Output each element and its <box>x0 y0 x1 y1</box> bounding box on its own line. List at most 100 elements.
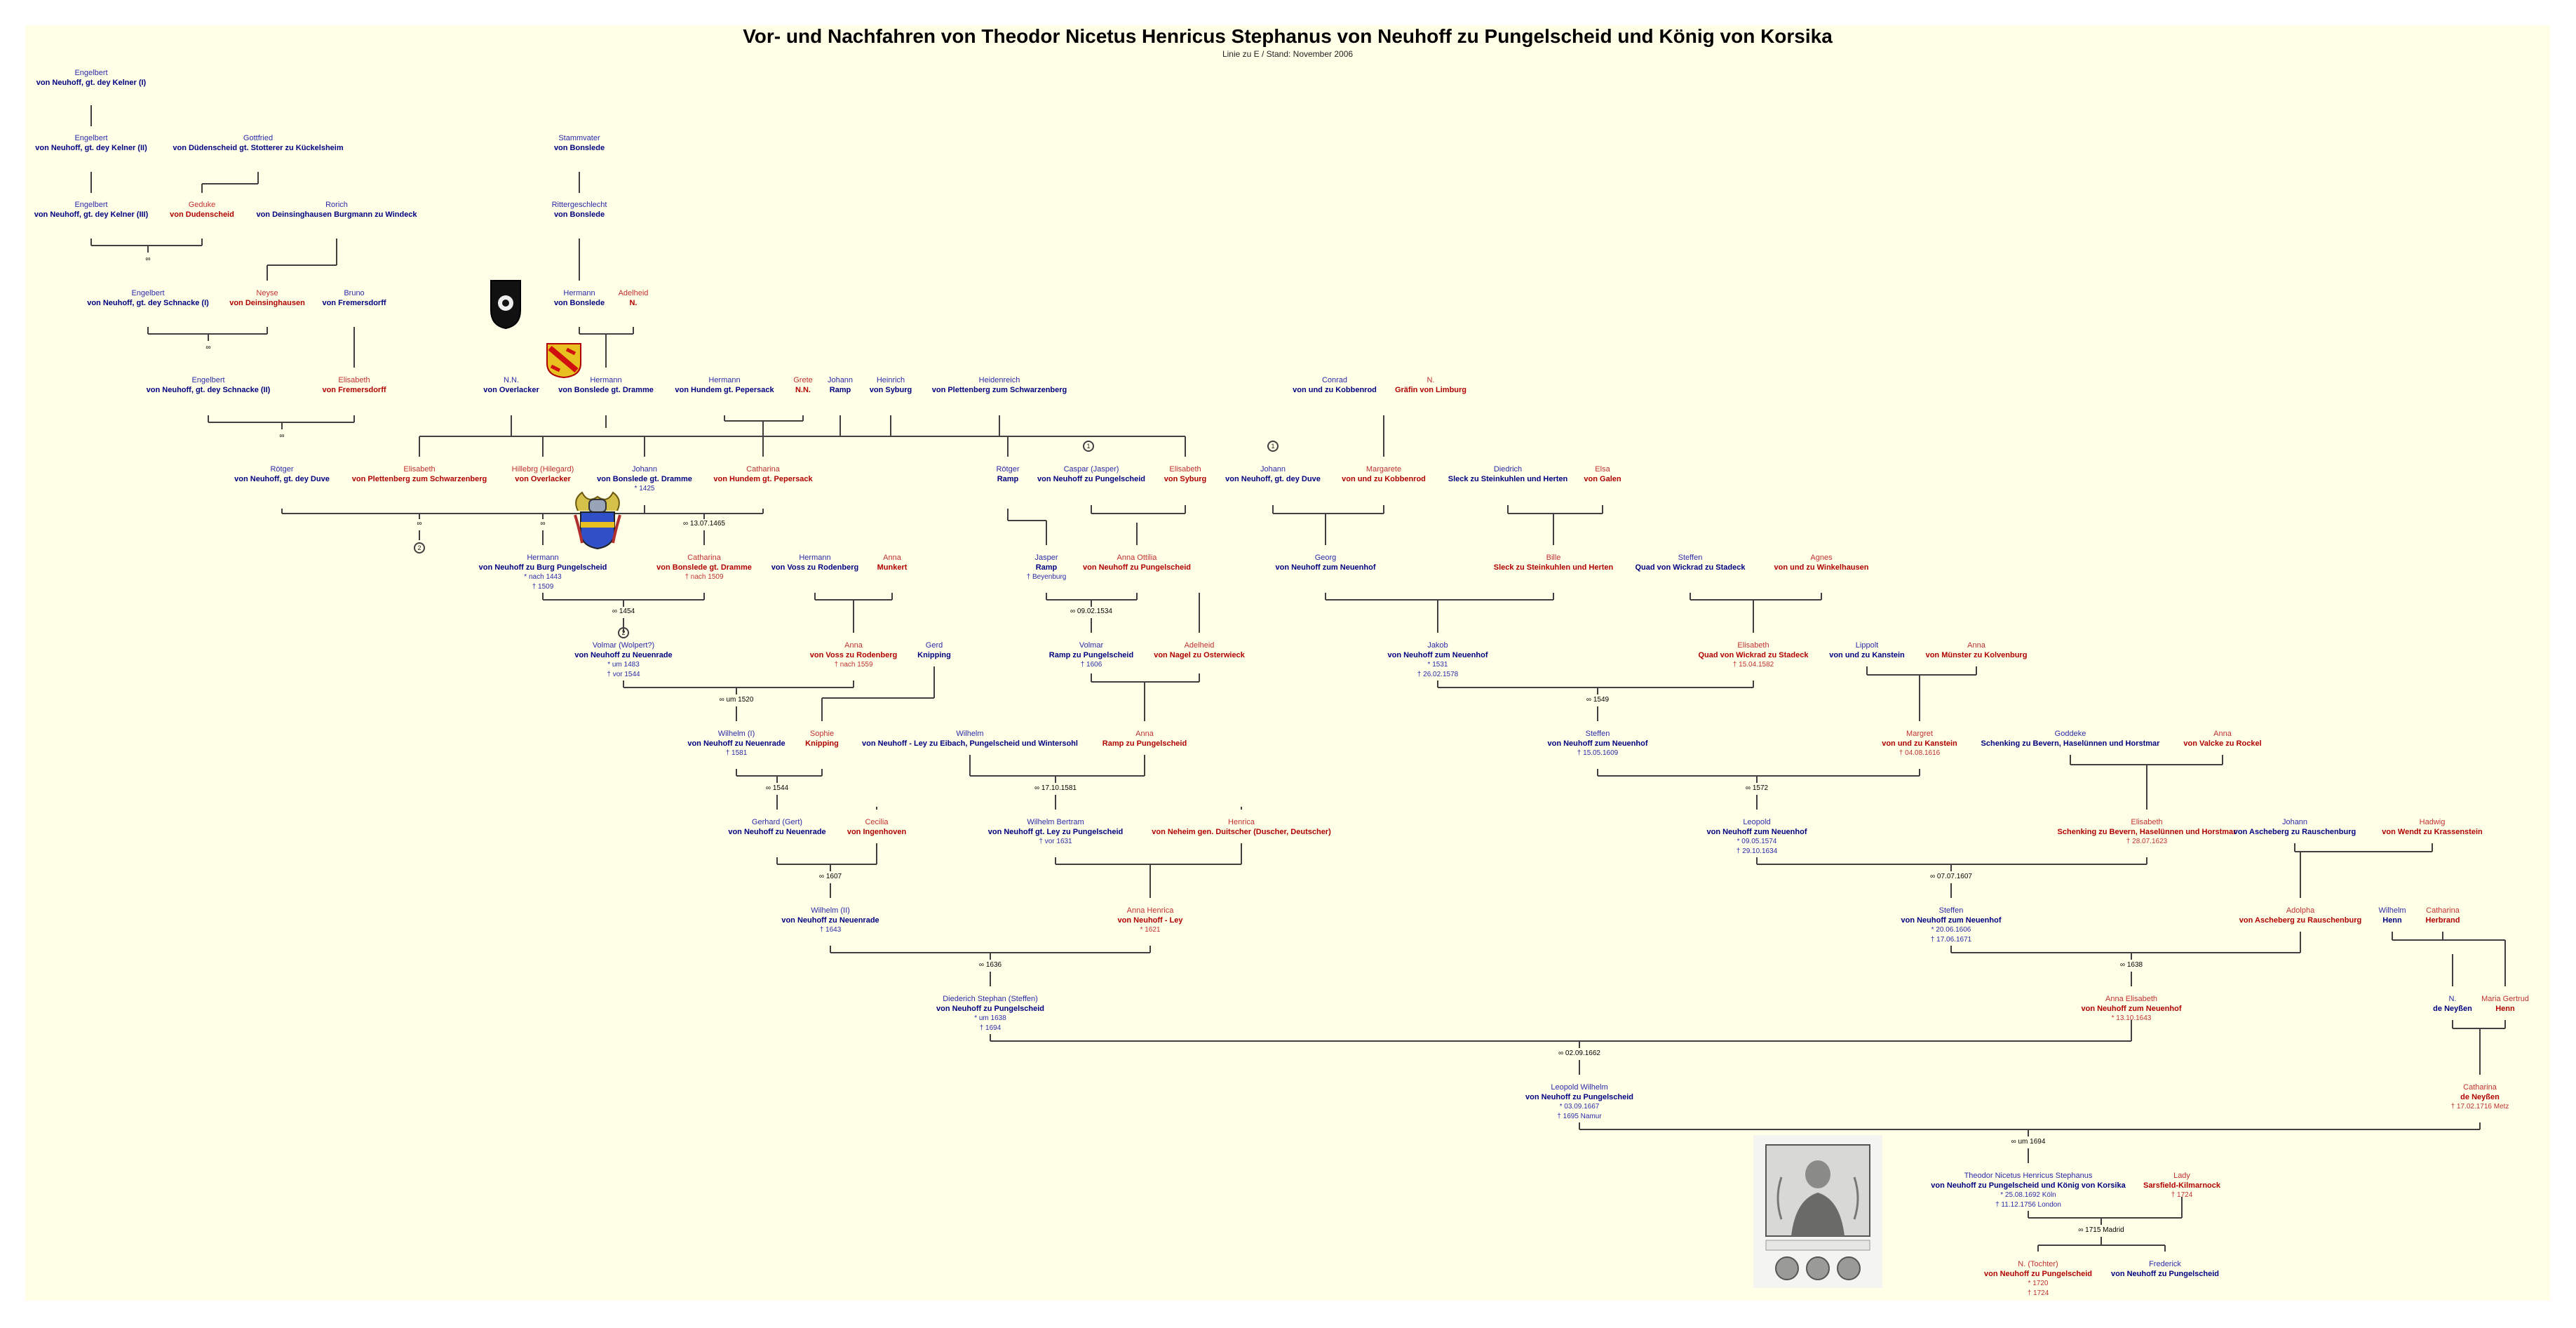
person-given-name: Anna <box>1135 730 1154 738</box>
person-node: Gottfried von Düdenscheid gt. Stotterer z… <box>173 133 343 153</box>
person-life-event: † 29.10.1634 <box>1736 847 1778 855</box>
person-life-event: * 1425 <box>634 485 655 492</box>
person-life-event: * 09.05.1574 <box>1737 838 1777 845</box>
person-given-name: Gottfried <box>243 134 274 142</box>
person-family-name: von und zu Kobbenrod <box>1342 475 1426 483</box>
person-family-name: von Plettenberg zum Schwarzenberg <box>351 475 487 483</box>
reference-marker-label: 1 <box>1086 443 1090 450</box>
person-given-name: Wilhelm (I) <box>717 730 755 738</box>
person-given-name: Steffen <box>1678 554 1703 562</box>
person-family-name: von Düdenscheid gt. Stotterer zu Kückels… <box>173 144 344 152</box>
person-given-name: Johann <box>827 376 854 384</box>
person-node: Goddeke Schenking zu Bevern, Haselünnen u… <box>1981 729 2160 749</box>
person-family-name: von Neuhoff zu Pungelscheid <box>2110 1270 2220 1278</box>
person-family-name: von Neuhoff, gt. dey Kelner (I) <box>36 79 147 87</box>
person-node: Wilhelm Bertram von Neuhoff gt. Ley zu Pu… <box>988 817 1124 847</box>
person-family-name: von Fremersdorff <box>322 386 386 394</box>
person-family-name: von Neuhoff, gt. dey Kelner (II) <box>35 144 147 152</box>
person-life-event: † 1643 <box>819 926 842 934</box>
person-given-name: Adelheid <box>618 289 649 297</box>
marriage-label: ∞ um 1520 <box>717 696 755 704</box>
person-family-name: de Neyßen <box>2433 1005 2472 1013</box>
person-node: Agnes von und zu Winkelhausen <box>1774 553 1869 572</box>
person-family-name: von Neuhoff - Ley <box>1117 916 1183 925</box>
person-family-name: von Hundem gt. Pepersack <box>675 386 774 394</box>
person-family-name: von Deinsinghausen <box>229 299 305 307</box>
person-life-event: * 1621 <box>1140 926 1161 934</box>
person-node: Johann von Bonslede gt. Dramme * 1425 <box>597 464 692 494</box>
marriage-label: ∞ <box>278 432 286 440</box>
person-given-name: Neyse <box>256 289 278 297</box>
person-given-name: Sophie <box>809 730 835 738</box>
person-node: Hermann von Voss zu Rodenberg <box>771 553 858 572</box>
person-node: N.N. von Overlacker <box>483 375 539 395</box>
marriage-label: ∞ <box>415 520 424 528</box>
person-family-name: von Bonslede <box>553 144 605 152</box>
person-family-name: von Valcke zu Rockel <box>2183 739 2262 748</box>
person-family-name: von und zu Winkelhausen <box>1774 563 1869 572</box>
person-given-name: Catharina <box>2463 1083 2497 1092</box>
person-node: Jasper Ramp † Beyenburg <box>1027 553 1067 582</box>
person-node: Henrica von Neheim gen. Duitscher (Dusche… <box>1152 817 1331 837</box>
person-node: Catharina von Hundem gt. Pepersack <box>713 464 812 484</box>
person-node: Anna von Valcke zu Rockel <box>2183 729 2261 749</box>
person-family-name: von Neuhoff zu Burg Pungelscheid <box>478 563 607 572</box>
person-given-name: Henrica <box>1228 818 1255 826</box>
person-life-event: † 15.05.1609 <box>1577 749 1619 757</box>
person-given-name: Agnes <box>1810 554 1833 562</box>
person-node: Wilhelm (I) von Neuhoff zu Neuenrade † 158… <box>687 729 785 758</box>
person-node: Jakob von Neuhoff zum Neuenhof * 1531 † 26.… <box>1388 640 1488 680</box>
person-family-name: Knipping <box>917 651 951 659</box>
marriage-label: ∞ 09.02.1534 <box>1069 608 1114 615</box>
person-given-name: Bille <box>1546 554 1561 562</box>
person-node: Anna Ottilia von Neuhoff zu Pungelscheid <box>1083 553 1191 572</box>
person-given-name: Anna <box>844 641 863 650</box>
person-given-name: Lady <box>2173 1172 2190 1180</box>
person-given-name: Steffen <box>1585 730 1610 738</box>
person-node: Frederick von Neuhoff zu Pungelscheid <box>2111 1259 2219 1279</box>
person-given-name: Adelheid <box>1184 641 1215 650</box>
person-given-name: Hermann <box>590 376 622 384</box>
person-given-name: Bruno <box>344 289 365 297</box>
person-node: Lippolt von und zu Kanstein <box>1829 640 1905 660</box>
person-given-name: N. (Tochter) <box>2018 1260 2058 1268</box>
marriage-label: ∞ <box>539 520 547 528</box>
person-family-name: von und zu Kobbenrod <box>1293 386 1377 394</box>
person-family-name: Quad von Wickrad zu Stadeck <box>1635 563 1746 572</box>
person-node: Heinrich von Syburg <box>870 375 912 395</box>
person-given-name: Adolpha <box>2286 906 2315 915</box>
marriage-label: ∞ 1607 <box>817 873 844 880</box>
person-given-name: Johann <box>1260 465 1286 474</box>
person-life-event: * 03.09.1667 <box>1559 1103 1600 1111</box>
person-given-name: Catharina <box>687 554 721 562</box>
person-given-name: Anna Ottilia <box>1117 554 1157 562</box>
person-family-name: von Overlacker <box>483 386 539 394</box>
person-node: Adelheid von Nagel zu Osterwieck <box>1154 640 1245 660</box>
person-node: Theodor Nicetus Henricus Stephanus von Ne… <box>1931 1171 2125 1210</box>
person-given-name: Engelbert <box>74 201 108 209</box>
person-node: Rötger Ramp <box>996 464 1019 484</box>
person-given-name: Anna Henrica <box>1126 906 1174 915</box>
person-node: Elisabeth von Fremersdorff <box>322 375 386 395</box>
person-given-name: Hermann <box>527 554 559 562</box>
person-given-name: Wilhelm (II) <box>811 906 850 915</box>
person-life-event: † 1606 <box>1080 661 1102 669</box>
person-family-name: Gräfin von Limburg <box>1394 386 1467 394</box>
person-node: Rittergeschlecht von Bonslede <box>552 200 607 220</box>
person-node: Leopold Wilhelm von Neuhoff zu Pungelsche… <box>1525 1082 1633 1122</box>
person-family-name: von Wendt zu Krassenstein <box>2382 828 2483 836</box>
person-life-event: * um 1483 <box>607 661 640 669</box>
person-family-name: von Neuhoff zu Pungelscheid <box>1037 475 1146 483</box>
person-given-name: Hadwig <box>2419 818 2446 826</box>
person-given-name: Anna <box>2213 730 2232 738</box>
person-node: Johann Ramp <box>828 375 853 395</box>
person-node: Heidenreich von Plettenberg zum Schwarzen… <box>932 375 1067 395</box>
person-life-event: * 1720 <box>2028 1280 2049 1287</box>
person-family-name: Ramp <box>829 386 851 394</box>
person-family-name: Herbrand <box>2425 916 2460 925</box>
person-family-name: Ramp zu Pungelscheid <box>1102 739 1187 748</box>
person-given-name: N. <box>2448 995 2457 1003</box>
person-given-name: Volmar (Wolpert?) <box>592 641 655 650</box>
person-given-name: Cecilia <box>865 818 889 826</box>
